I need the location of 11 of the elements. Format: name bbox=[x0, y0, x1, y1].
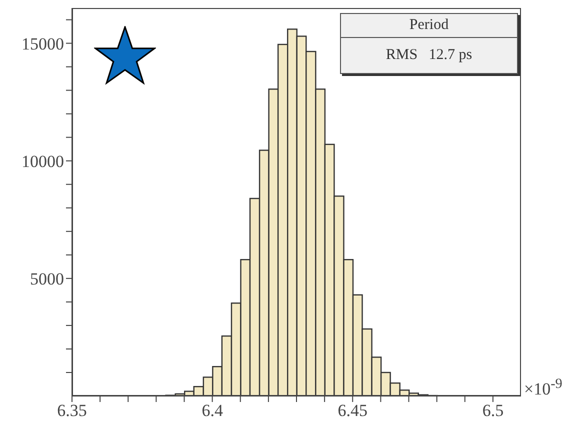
stats-box: Period RMS 12.7 ps bbox=[340, 13, 518, 74]
annotation: Period bbox=[341, 14, 517, 38]
x-tick-label: 6.4 bbox=[202, 401, 224, 420]
x-tick-label: 6.5 bbox=[482, 401, 504, 420]
y-tick-label: 15000 bbox=[22, 34, 64, 54]
text: ×10$^{-9}$ bbox=[524, 376, 562, 400]
annotation: RMS 12.7 ps bbox=[384, 46, 474, 65]
y-tick-label: 5000 bbox=[30, 269, 64, 288]
x-tick-label: 6.35 bbox=[57, 401, 87, 420]
y-tick-label: 10000 bbox=[22, 152, 64, 171]
x-tick-label: 6.45 bbox=[338, 401, 368, 420]
